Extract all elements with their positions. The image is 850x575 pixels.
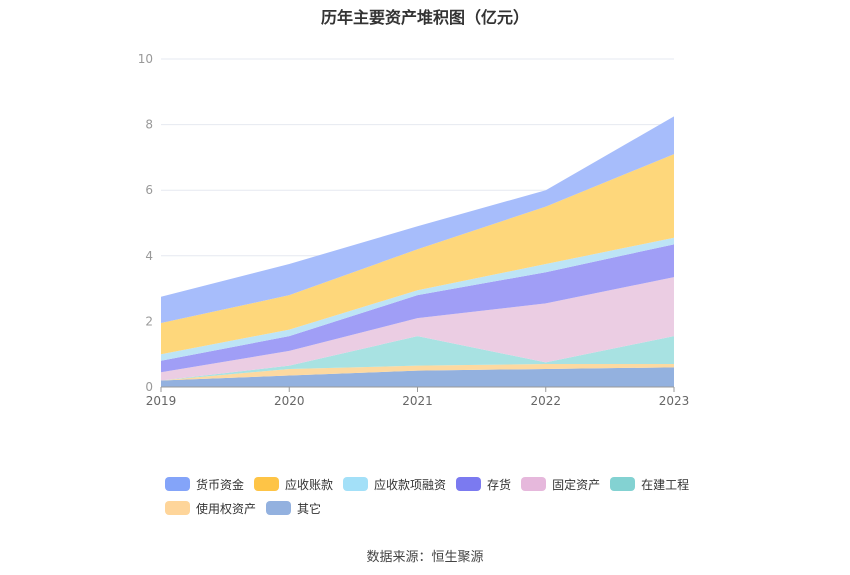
x-tick-label: 2020 [274,394,305,408]
x-tick-label: 2023 [659,394,690,408]
area-series-货币资金 [161,116,674,324]
legend-row: 货币资金 应收账款 应收款项融资 存货 固定资产 在建工程 [165,472,725,496]
legend-item[interactable]: 固定资产 [521,476,600,493]
legend: 货币资金 应收账款 应收款项融资 存货 固定资产 在建工程 使用权资产 其它 [165,472,725,520]
legend-label: 货币资金 [196,477,245,492]
legend-item[interactable]: 应收账款 [254,476,333,493]
area-series-固定资产 [161,277,674,381]
legend-label: 应收账款 [285,477,334,492]
y-tick-label: 0 [145,380,153,394]
legend-label: 存货 [487,477,512,492]
legend-item[interactable]: 其它 [266,500,321,517]
y-tick-label: 8 [145,118,153,132]
legend-row: 使用权资产 其它 [165,496,725,520]
legend-label: 应收款项融资 [374,477,447,492]
legend-item[interactable]: 使用权资产 [165,500,256,517]
legend-swatch [456,477,482,491]
area-series-应收款项融资 [161,237,674,361]
axes: 0 2 4 6 8 10 2019 2020 2021 2022 2023 [138,52,690,408]
legend-label: 固定资产 [552,477,601,492]
legend-item[interactable]: 存货 [456,476,511,493]
stacked-area-chart: 0 2 4 6 8 10 2019 2020 2021 2022 2023 [138,52,690,408]
area-series-应收账款 [161,154,674,355]
legend-swatch [266,501,292,515]
legend-swatch [521,477,547,491]
legend-item[interactable]: 在建工程 [610,476,689,493]
legend-item[interactable]: 应收款项融资 [343,476,446,493]
area-series-使用权资产 [161,364,674,381]
x-tick-label: 2019 [146,394,177,408]
chart-title: 历年主要资产堆积图（亿元） [320,8,529,27]
y-tick-label: 4 [145,249,153,263]
y-tick-label: 2 [145,314,153,328]
legend-swatch [610,477,636,491]
y-tick-label: 6 [145,183,153,197]
legend-item[interactable]: 货币资金 [165,476,244,493]
area-series-存货 [161,244,674,373]
legend-swatch [165,501,190,515]
legend-swatch [165,477,190,491]
area-layers [161,116,674,387]
x-tick-label: 2022 [530,394,561,408]
area-series-在建工程 [161,336,674,381]
data-source: 数据来源：恒生聚源 [366,550,484,565]
x-tick-label: 2021 [402,394,433,408]
legend-label: 在建工程 [641,477,690,492]
legend-label: 其它 [297,501,322,516]
legend-swatch [343,477,369,491]
area-series-其它 [161,367,674,387]
y-tick-label: 10 [138,52,153,66]
legend-swatch [254,477,280,491]
legend-label: 使用权资产 [196,501,257,516]
